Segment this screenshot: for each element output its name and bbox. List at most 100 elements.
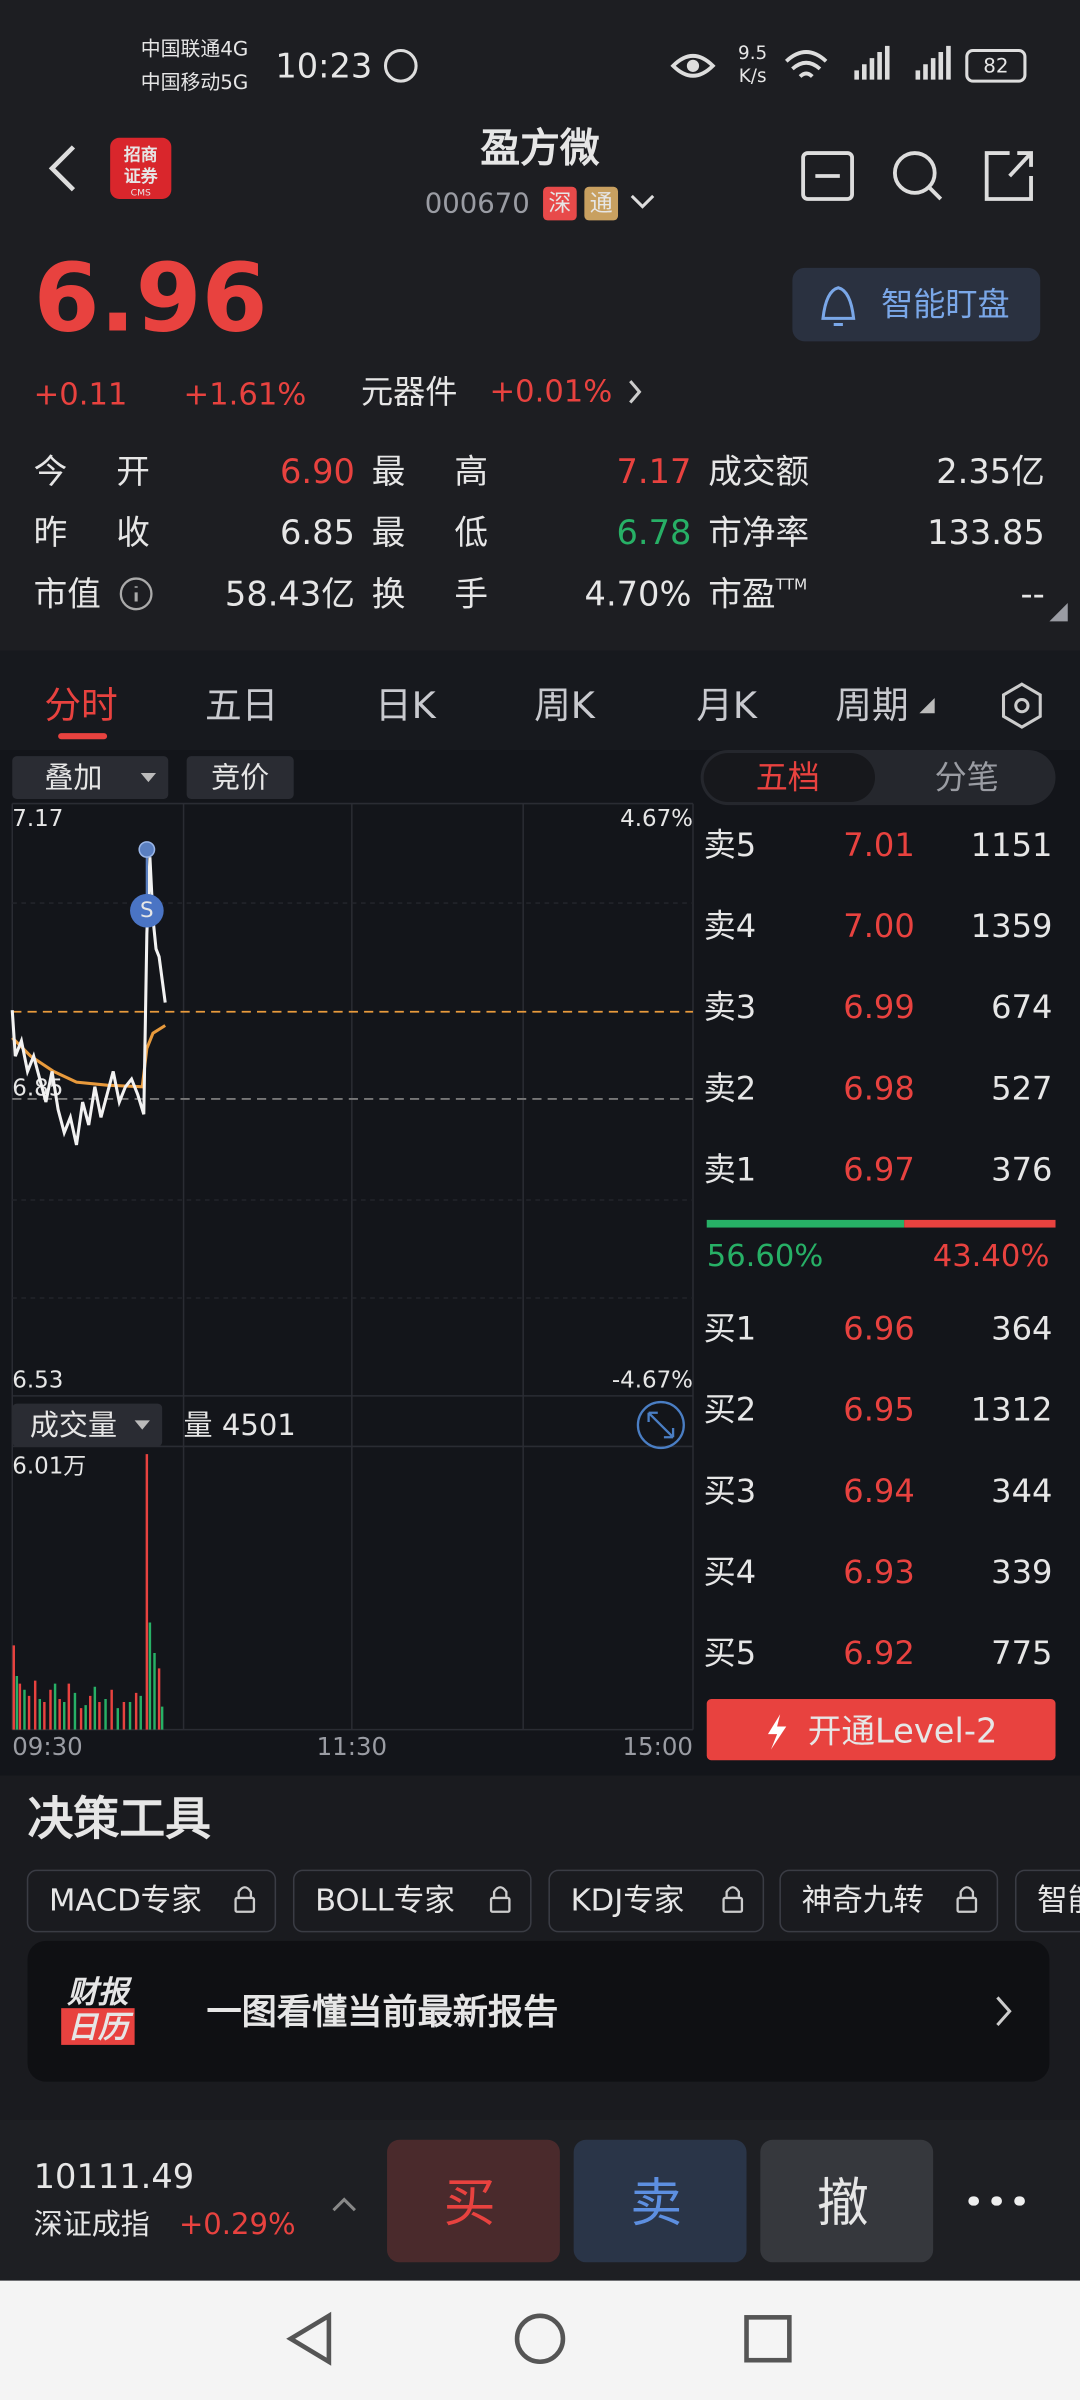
nav-back[interactable] <box>286 2311 332 2366</box>
chart-grid <box>11 802 694 1731</box>
order-level: 买3 <box>704 1472 757 1510</box>
carrier: 中国移动5G <box>141 71 249 94</box>
chart-tab[interactable]: 日K <box>375 684 437 727</box>
overlay-button[interactable] <box>12 756 169 799</box>
buy-ratio-bar <box>706 1219 905 1228</box>
order-book-tab[interactable]: 分笔 <box>935 759 999 797</box>
nav-home[interactable] <box>514 2313 566 2365</box>
market-tag-text: 深 <box>548 191 571 217</box>
expand-corner[interactable] <box>1049 603 1068 622</box>
connect-tag-text: 通 <box>590 191 613 217</box>
chart-tab[interactable]: 五日 <box>205 684 278 727</box>
order-level: 买2 <box>704 1391 757 1429</box>
battery-level: 82 <box>983 54 1008 77</box>
last-price: 6.96 <box>34 243 268 353</box>
order-book-tab[interactable]: 五档 <box>756 759 820 797</box>
chart-tab[interactable]: 周期 <box>835 684 908 727</box>
sell-button[interactable] <box>573 2139 747 2263</box>
connect-tag <box>584 186 619 221</box>
price-axis-min: 6.53 <box>12 1368 63 1394</box>
order-price: 6.98 <box>843 1069 915 1107</box>
volume-menu[interactable] <box>12 1403 163 1447</box>
sell-button-text: 卖 <box>630 2174 682 2234</box>
tool-chip[interactable] <box>292 1869 532 1933</box>
buy-ratio: 56.60% <box>707 1239 824 1274</box>
volume-bars-up <box>12 1454 161 1730</box>
order-price: 6.95 <box>843 1391 915 1429</box>
level2-button-text: 开通Level-2 <box>808 1712 998 1751</box>
tool-chip-text: MACD专家 <box>49 1884 202 1919</box>
sector-arrow <box>629 380 642 404</box>
index-name: 深证成指 <box>34 2207 150 2241</box>
signal-marker[interactable] <box>130 893 164 928</box>
auction-button[interactable] <box>186 756 294 799</box>
order-price: 6.96 <box>843 1310 915 1348</box>
overlay-button-text: 叠加 <box>44 761 102 795</box>
order-book-tab-active[interactable] <box>703 753 876 803</box>
sell-ratio: 43.40% <box>933 1239 1050 1274</box>
auction-button-text: 竞价 <box>211 761 269 795</box>
volume-axis-max: 6.01万 <box>12 1453 86 1479</box>
bell-icon <box>821 286 856 327</box>
minimize-button[interactable] <box>801 151 854 201</box>
tool-chip[interactable] <box>1014 1869 1080 1933</box>
stock-name: 盈方微 <box>480 125 599 171</box>
buy-button[interactable] <box>387 2139 560 2263</box>
net-speed: 9.5 <box>738 43 767 64</box>
volume-bars-down <box>15 1622 164 1730</box>
order-price: 6.93 <box>843 1553 915 1591</box>
time-label: 15:00 <box>622 1732 692 1761</box>
stat-value: 58.43亿 <box>225 574 355 613</box>
tab-underline <box>58 733 108 740</box>
info-icon[interactable] <box>119 577 153 611</box>
report-logo-box <box>61 2008 135 2045</box>
report-card[interactable] <box>27 1940 1050 2082</box>
level2-button[interactable] <box>706 1698 1056 1761</box>
tool-chip-text: KDJ专家 <box>571 1884 685 1919</box>
stat-value: 6.78 <box>617 513 692 552</box>
stat-value: -- <box>1021 574 1045 613</box>
share-button[interactable] <box>984 151 1033 201</box>
stat-label: 成交额 <box>708 452 809 491</box>
stock-code: 000670 <box>425 188 530 220</box>
chart-tab[interactable]: 周K <box>534 684 596 727</box>
battery-icon <box>965 48 1027 83</box>
cancel-button-text: 撤 <box>817 2174 869 2234</box>
status-icon <box>383 48 418 83</box>
order-level: 买5 <box>704 1634 757 1672</box>
order-volume: 376 <box>991 1150 1052 1188</box>
alert-button[interactable] <box>792 267 1041 342</box>
lock-icon <box>492 1886 508 1898</box>
code-dropdown[interactable] <box>630 194 655 209</box>
wifi-icon <box>784 50 828 78</box>
index-value: 10111.49 <box>34 2157 195 2196</box>
tool-chip[interactable] <box>26 1869 277 1933</box>
volume-label: 量 4501 <box>184 1408 296 1442</box>
fullscreen-button[interactable] <box>636 1400 685 1450</box>
index-expand[interactable] <box>332 2197 356 2212</box>
pct-axis-min: -4.67% <box>612 1368 693 1394</box>
cancel-button[interactable] <box>760 2139 934 2263</box>
eye-icon <box>686 59 700 72</box>
search-button[interactable] <box>892 151 937 195</box>
chart-tab[interactable]: 分时 <box>44 684 117 727</box>
order-level: 买1 <box>704 1310 757 1348</box>
tool-chip-text: 神奇九转 <box>802 1884 924 1919</box>
order-volume: 344 <box>991 1472 1052 1510</box>
carrier: 中国联通4G <box>141 37 249 60</box>
nav-recents[interactable] <box>744 2315 792 2363</box>
order-volume: 339 <box>991 1553 1052 1591</box>
chart-tab[interactable]: 月K <box>696 684 758 727</box>
sector-name[interactable]: 元器件 <box>361 373 457 411</box>
buy-button-text: 买 <box>444 2174 496 2234</box>
stat-label: 市净率 <box>708 513 809 552</box>
alert-button-text: 智能盯盘 <box>881 286 1009 324</box>
index-change: +0.29% <box>179 2207 296 2241</box>
tool-chip[interactable] <box>779 1869 999 1933</box>
settings-button[interactable] <box>1001 682 1042 729</box>
price-line <box>10 857 167 1146</box>
tool-chip[interactable] <box>548 1869 765 1933</box>
lock-icon <box>489 1896 511 1913</box>
back-button[interactable] <box>48 145 76 192</box>
